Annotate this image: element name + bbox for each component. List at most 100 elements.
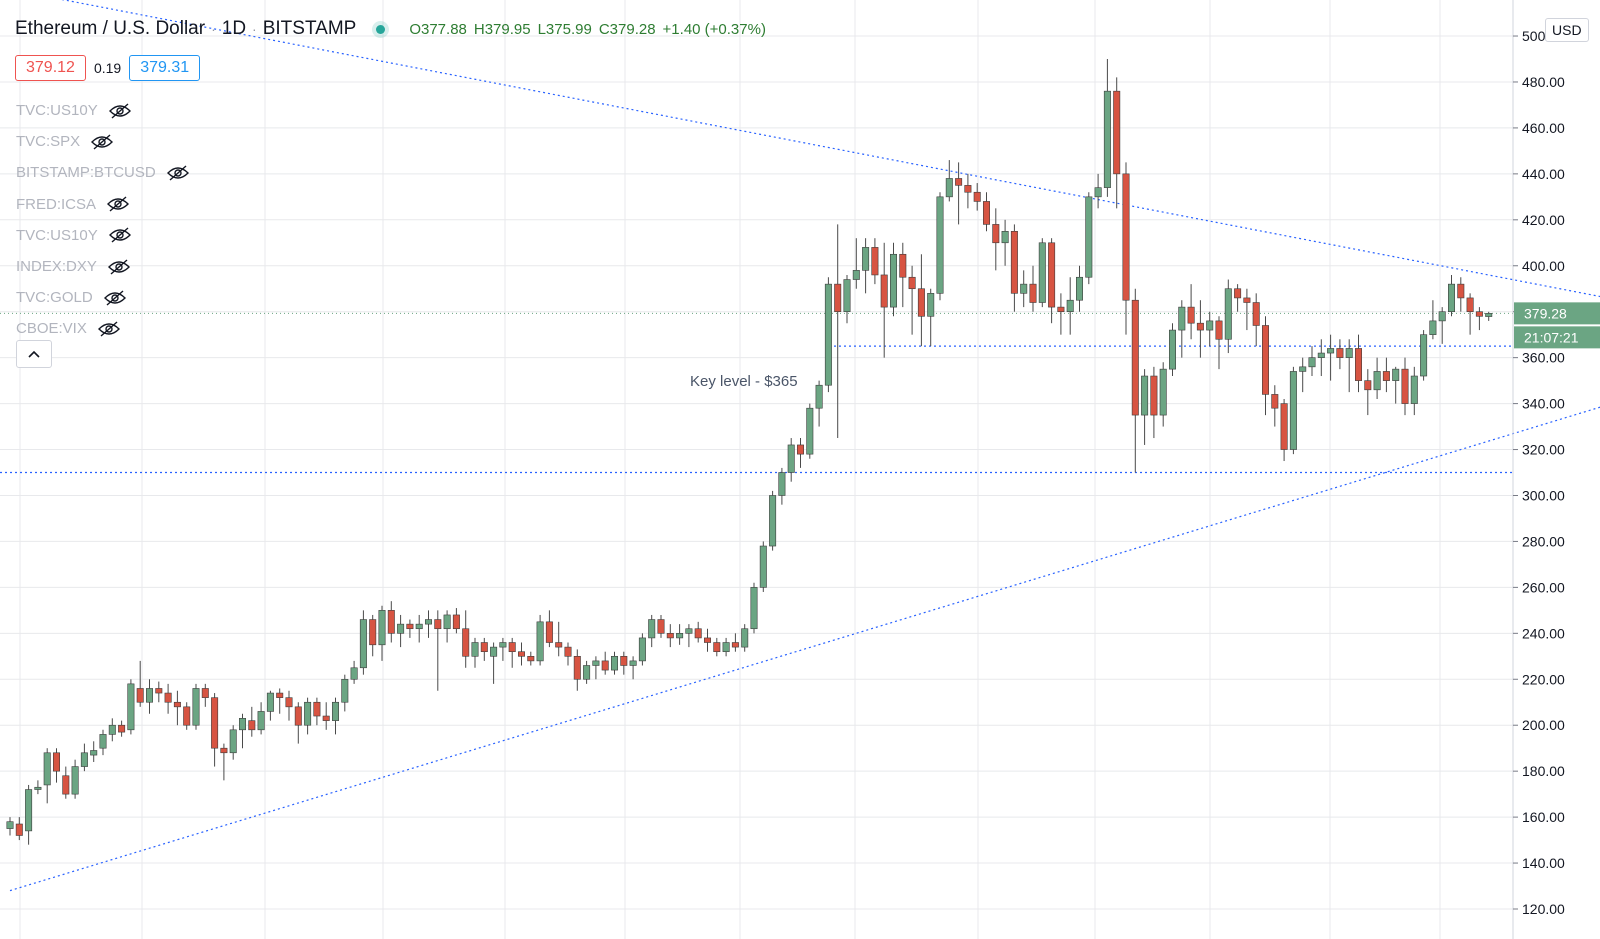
candle (1141, 369, 1149, 445)
candle (415, 614, 423, 643)
candle (1457, 277, 1465, 312)
candle-body (1289, 371, 1297, 450)
candle (369, 614, 377, 657)
candle-body (1299, 366, 1307, 372)
axis-tick-label: 180.00 (1522, 763, 1565, 779)
candle (43, 748, 51, 804)
candle-body (694, 628, 702, 639)
candle-body (657, 619, 665, 634)
price-axis[interactable]: 120.00 140.00 160.00 180.00 200.00 220.00 240.… (1512, 0, 1565, 939)
key-level-annotation: Key level - $365 (690, 373, 798, 390)
candle-body (257, 711, 265, 731)
candle (1289, 366, 1297, 455)
candle-body (1141, 375, 1149, 416)
study-item[interactable]: TVC:US10Y (16, 220, 190, 251)
candle-body (508, 642, 516, 653)
ask-button[interactable]: 379.31 (129, 55, 201, 81)
candle-body (824, 283, 832, 386)
separator-dot: · (252, 21, 257, 37)
study-item[interactable]: FRED:ICSA (16, 189, 190, 220)
study-item[interactable]: TVC:SPX (16, 126, 190, 157)
candle (676, 624, 684, 645)
candle (982, 192, 990, 232)
candle (899, 242, 907, 308)
candle (34, 780, 42, 795)
study-item[interactable]: TVC:US10Y (16, 95, 190, 126)
candle (211, 693, 219, 767)
study-label: TVC:SPX (16, 133, 81, 151)
candle (722, 637, 730, 657)
candle (936, 192, 944, 301)
candle-body (862, 247, 870, 271)
candle-body (517, 651, 525, 657)
study-item[interactable]: BITSTAMP:BTCUSD (16, 157, 190, 188)
candle-body (1410, 375, 1418, 404)
candle (620, 651, 628, 675)
hidden-eye-icon[interactable] (103, 290, 127, 306)
candle-body (852, 270, 860, 280)
study-label: TVC:GOLD (16, 289, 93, 307)
candle-body (248, 720, 256, 731)
candle-body (917, 288, 925, 317)
candle-body (15, 823, 23, 836)
candle (285, 690, 293, 721)
candle-body (638, 637, 646, 662)
candle-body (90, 750, 98, 756)
candle-body (173, 701, 181, 708)
hidden-eye-icon[interactable] (166, 165, 190, 181)
candle (62, 766, 70, 799)
candle (796, 438, 804, 468)
candle-body (183, 706, 191, 726)
candle (1429, 300, 1437, 340)
candle (1159, 362, 1167, 427)
candle-body (676, 633, 684, 639)
candle (1355, 334, 1363, 393)
candle (146, 679, 154, 714)
candle (1066, 277, 1074, 335)
candle-body (1355, 348, 1363, 381)
candle (322, 702, 330, 730)
candle-body (610, 655, 618, 671)
candle-body (1131, 299, 1139, 416)
candle (248, 706, 256, 737)
candle (703, 628, 711, 652)
candle (480, 637, 488, 661)
spread-value: 0.19 (93, 60, 122, 76)
candle-body (406, 623, 414, 630)
candle-body (211, 697, 219, 749)
candle-body (1196, 322, 1204, 331)
study-label: INDEX:DXY (16, 258, 97, 276)
currency-button[interactable]: USD (1545, 18, 1589, 42)
candle-body (34, 786, 42, 790)
hidden-eye-icon[interactable] (90, 134, 114, 150)
bid-button[interactable]: 379.12 (15, 55, 86, 81)
candle-body (722, 642, 730, 653)
chevron-up-icon (27, 347, 41, 362)
axis-tick-label: 240.00 (1522, 625, 1565, 641)
candle-body (1485, 313, 1493, 317)
collapse-legend-button[interactable] (16, 340, 52, 368)
candle-body (1327, 348, 1335, 354)
hidden-eye-icon[interactable] (106, 196, 130, 212)
symbol-title[interactable]: Ethereum / U.S. Dollar (15, 18, 206, 39)
candle (1085, 192, 1093, 285)
axis-tick-label: 460.00 (1522, 120, 1565, 136)
study-item[interactable]: INDEX:DXY (16, 251, 190, 282)
study-item[interactable]: TVC:GOLD (16, 282, 190, 313)
candle-body (1364, 380, 1372, 391)
change-value: +1.40 (+0.37%) (662, 20, 766, 38)
hidden-eye-icon[interactable] (107, 259, 131, 275)
candle-body (1103, 90, 1111, 188)
candle-body (648, 619, 656, 639)
candle (406, 619, 414, 638)
hidden-eye-icon[interactable] (108, 103, 132, 119)
study-item[interactable]: CBOE:VIX (16, 313, 190, 344)
candle (276, 688, 284, 714)
hidden-eye-icon[interactable] (108, 227, 132, 243)
candle-body (1262, 325, 1270, 395)
candle (1150, 366, 1158, 439)
hidden-eye-icon[interactable] (97, 321, 121, 337)
candle (527, 651, 535, 666)
interval-label[interactable]: 1D (221, 18, 247, 39)
